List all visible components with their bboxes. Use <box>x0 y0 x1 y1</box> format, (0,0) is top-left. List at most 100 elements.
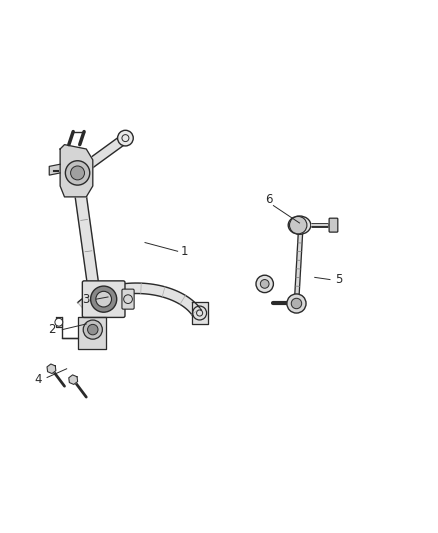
Circle shape <box>290 216 307 234</box>
Polygon shape <box>47 364 56 374</box>
Text: 2: 2 <box>48 323 55 336</box>
Polygon shape <box>74 183 85 187</box>
Polygon shape <box>188 303 197 312</box>
Polygon shape <box>82 246 94 251</box>
Polygon shape <box>167 288 173 299</box>
Polygon shape <box>176 293 183 303</box>
Polygon shape <box>90 300 101 304</box>
Polygon shape <box>162 287 168 297</box>
Polygon shape <box>85 270 97 274</box>
Polygon shape <box>157 286 162 296</box>
Polygon shape <box>88 292 100 296</box>
Polygon shape <box>80 231 92 235</box>
Polygon shape <box>174 292 180 302</box>
Polygon shape <box>108 286 113 297</box>
Polygon shape <box>84 296 91 306</box>
Polygon shape <box>178 294 185 304</box>
Polygon shape <box>152 284 156 295</box>
Polygon shape <box>84 260 95 264</box>
Polygon shape <box>182 297 190 307</box>
Polygon shape <box>81 239 93 243</box>
Polygon shape <box>135 283 138 294</box>
Polygon shape <box>129 283 132 294</box>
Polygon shape <box>56 317 62 327</box>
Polygon shape <box>62 317 106 349</box>
Polygon shape <box>81 241 93 245</box>
Polygon shape <box>191 309 201 316</box>
Polygon shape <box>92 292 99 302</box>
Polygon shape <box>80 228 91 232</box>
Polygon shape <box>189 305 198 313</box>
Polygon shape <box>84 257 95 261</box>
FancyBboxPatch shape <box>82 281 125 318</box>
Polygon shape <box>85 262 96 266</box>
Polygon shape <box>172 290 178 301</box>
Polygon shape <box>144 284 147 294</box>
Polygon shape <box>98 289 104 300</box>
Polygon shape <box>89 294 100 298</box>
Polygon shape <box>111 285 116 296</box>
Polygon shape <box>149 284 153 295</box>
Polygon shape <box>77 207 88 211</box>
Polygon shape <box>92 318 104 322</box>
Polygon shape <box>75 193 86 198</box>
Polygon shape <box>117 284 121 295</box>
Polygon shape <box>103 287 109 298</box>
Circle shape <box>65 161 90 185</box>
Circle shape <box>83 320 102 339</box>
Polygon shape <box>78 212 89 216</box>
Polygon shape <box>192 302 208 324</box>
Polygon shape <box>74 185 85 190</box>
Circle shape <box>291 298 302 309</box>
Circle shape <box>91 286 117 312</box>
Text: 3: 3 <box>83 293 90 305</box>
Polygon shape <box>78 301 86 310</box>
Polygon shape <box>73 180 85 184</box>
Polygon shape <box>184 298 191 308</box>
Polygon shape <box>93 324 105 328</box>
Polygon shape <box>191 306 200 314</box>
Polygon shape <box>187 302 195 311</box>
Polygon shape <box>74 188 86 192</box>
Polygon shape <box>88 286 99 290</box>
Polygon shape <box>141 283 144 294</box>
Polygon shape <box>93 326 105 330</box>
Polygon shape <box>81 298 89 308</box>
Polygon shape <box>88 294 95 304</box>
Polygon shape <box>82 244 93 248</box>
Polygon shape <box>76 201 88 206</box>
Polygon shape <box>81 236 92 240</box>
Polygon shape <box>79 225 91 230</box>
Polygon shape <box>123 284 127 294</box>
Polygon shape <box>180 295 187 305</box>
Ellipse shape <box>288 216 311 235</box>
Polygon shape <box>81 233 92 237</box>
Polygon shape <box>95 290 102 301</box>
Circle shape <box>71 166 85 180</box>
Polygon shape <box>138 283 141 294</box>
Text: 6: 6 <box>265 192 273 206</box>
Polygon shape <box>86 273 98 277</box>
Polygon shape <box>114 285 119 295</box>
Polygon shape <box>91 310 102 314</box>
Polygon shape <box>85 268 97 272</box>
Polygon shape <box>165 288 170 298</box>
Polygon shape <box>92 321 104 325</box>
Circle shape <box>287 294 306 313</box>
Text: 1: 1 <box>180 245 188 258</box>
Polygon shape <box>126 283 130 294</box>
Polygon shape <box>77 209 88 214</box>
Polygon shape <box>92 313 103 317</box>
Polygon shape <box>89 297 101 301</box>
Polygon shape <box>146 284 150 294</box>
Text: 5: 5 <box>335 273 343 286</box>
Polygon shape <box>170 289 176 300</box>
Polygon shape <box>80 300 88 309</box>
Circle shape <box>260 279 269 288</box>
Polygon shape <box>78 217 90 222</box>
Polygon shape <box>86 276 98 280</box>
Polygon shape <box>120 284 124 295</box>
Polygon shape <box>87 278 98 282</box>
Polygon shape <box>75 134 128 177</box>
Polygon shape <box>83 249 94 253</box>
